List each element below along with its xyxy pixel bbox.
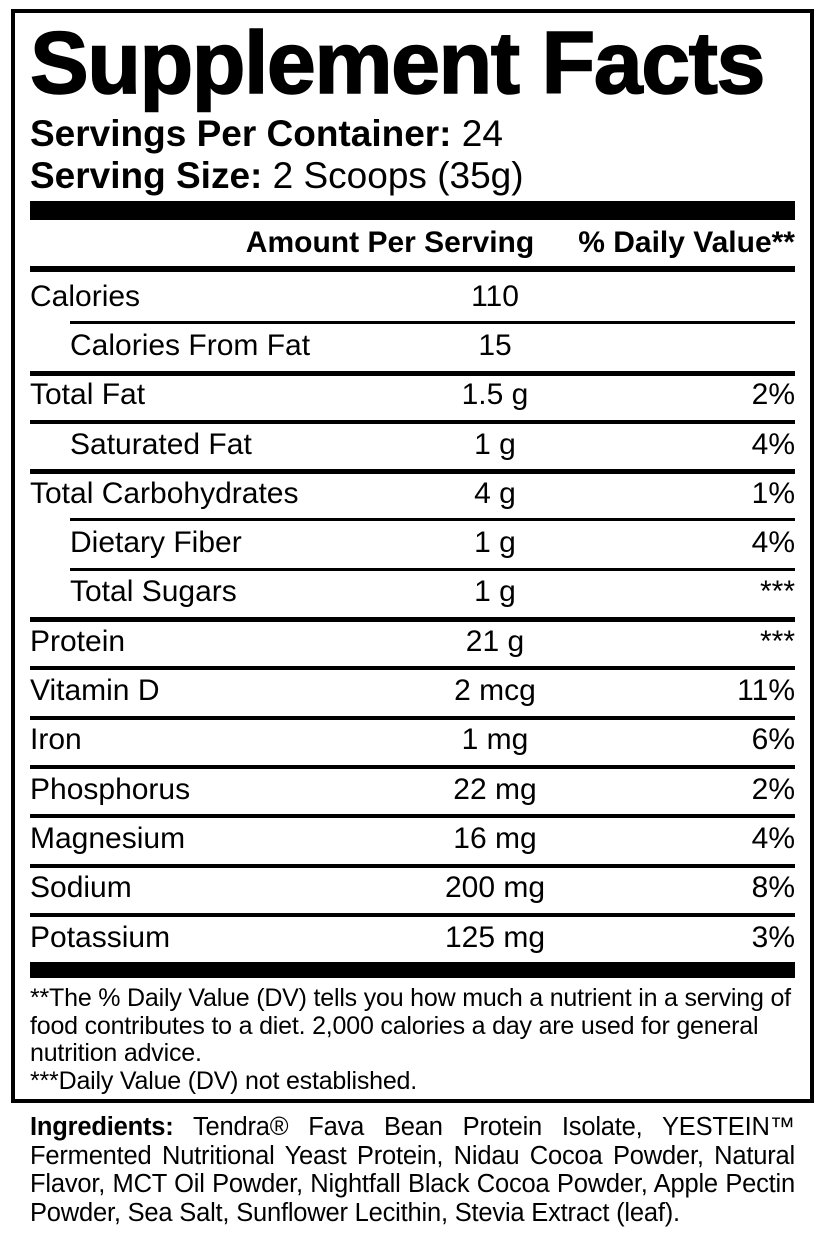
serving-size-label: Serving Size: (30, 155, 263, 196)
nutrient-name: Potassium (30, 920, 171, 954)
nutrient-name: Sodium (30, 871, 132, 905)
table-row: Dietary Fiber 1 g 4% (30, 518, 795, 567)
row-divider (30, 715, 795, 720)
supplement-facts-panel: Supplement Facts Servings Per Container:… (11, 9, 814, 1103)
nutrient-name: Iron (30, 723, 82, 757)
nutrient-name: Vitamin D (30, 674, 160, 708)
ingredients-paragraph: Ingredients: Tendra® Fava Bean Protein I… (30, 1113, 795, 1227)
table-row: Calories 110 (30, 272, 795, 321)
nutrient-name: Total Fat (30, 378, 146, 412)
serving-size-value: 2 Scoops (35g) (272, 155, 524, 196)
nutrient-daily-value: 6% (751, 723, 795, 757)
row-divider (70, 567, 795, 571)
nutrient-name: Dietary Fiber (70, 526, 242, 560)
servings-per-container: Servings Per Container: 24 (30, 113, 795, 155)
table-row: Phosphorus 22 mg 2% (30, 764, 795, 814)
column-header-amount: Amount Per Serving (245, 226, 535, 259)
nutrient-daily-value: 4% (751, 526, 795, 560)
nutrient-name: Phosphorus (30, 772, 191, 806)
row-divider (70, 518, 795, 522)
table-row: Saturated Fat 1 g 4% (30, 419, 795, 469)
row-divider (30, 764, 795, 769)
nutrient-daily-value: *** (759, 575, 795, 609)
row-divider (30, 469, 795, 475)
ingredients-label: Ingredients: (30, 1113, 174, 1141)
nutrient-daily-value: *** (759, 624, 795, 658)
row-divider (30, 370, 795, 376)
row-divider (30, 814, 795, 819)
table-row: Total Fat 1.5 g 2% (30, 370, 795, 420)
ingredients-text: Tendra® Fava Bean Protein Isolate, YESTE… (30, 1113, 795, 1227)
nutrient-name: Calories From Fat (70, 328, 311, 362)
nutrient-name: Calories (30, 279, 141, 313)
daily-value-footnote: **The % Daily Value (DV) tells you how m… (30, 984, 791, 1068)
table-row: Total Carbohydrates 4 g 1% (30, 469, 795, 518)
table-row: Calories From Fat 15 (30, 321, 795, 370)
servings-per-container-label: Servings Per Container: (30, 113, 452, 154)
nutrient-name: Total Sugars (70, 575, 237, 609)
nutrient-amount: 22 mg (453, 772, 537, 806)
nutrient-amount: 1 mg (461, 723, 529, 757)
nutrient-daily-value: 4% (751, 821, 795, 855)
nutrient-amount: 1 g (474, 427, 516, 461)
nutrient-amount: 125 mg (444, 920, 546, 954)
nutrient-daily-value: 4% (751, 427, 795, 461)
separator-bar-bottom (30, 962, 795, 979)
column-header-daily-value: % Daily Value** (578, 226, 795, 259)
nutrient-amount: 200 mg (444, 871, 546, 905)
nutrient-table: Calories 110 Calories From Fat 15 Total Fat 1… (30, 272, 795, 962)
table-header-row: Amount Per Serving % Daily Value** (30, 220, 795, 266)
nutrient-amount: 15 (478, 328, 512, 362)
nutrient-daily-value: 2% (751, 378, 795, 412)
nutrient-amount: 110 (471, 279, 519, 313)
nutrient-name: Protein (30, 624, 126, 658)
separator-bar-top (30, 201, 795, 220)
row-divider (30, 912, 795, 917)
nutrient-daily-value: 3% (751, 920, 795, 954)
table-row: Sodium 200 mg 8% (30, 863, 795, 913)
nutrient-daily-value: 11% (737, 674, 795, 708)
row-divider (30, 666, 795, 671)
nutrient-name: Magnesium (30, 821, 186, 855)
nutrient-daily-value: 2% (751, 772, 795, 806)
nutrient-amount: 1 g (474, 575, 516, 609)
table-row: Vitamin D 2 mcg 11% (30, 666, 795, 715)
nutrient-daily-value: 8% (751, 871, 795, 905)
nutrient-amount: 1 g (474, 526, 516, 560)
not-established-footnote: ***Daily Value (DV) not established. (30, 1066, 417, 1095)
nutrient-daily-value: 1% (751, 476, 795, 510)
table-row: Protein 21 g *** (30, 617, 795, 666)
row-divider (70, 321, 795, 325)
row-divider (30, 419, 795, 424)
table-row: Iron 1 mg 6% (30, 715, 795, 765)
table-row: Total Sugars 1 g *** (30, 567, 795, 617)
row-divider (30, 863, 795, 868)
serving-size: Serving Size: 2 Scoops (35g) (30, 155, 795, 197)
nutrient-amount: 21 g (465, 624, 525, 658)
panel-title: Supplement Facts (29, 12, 766, 113)
nutrient-name: Saturated Fat (70, 427, 252, 461)
table-row: Potassium 125 mg 3% (30, 912, 795, 962)
header-rule (30, 266, 795, 272)
nutrient-amount: 16 mg (453, 821, 537, 855)
nutrient-amount: 2 mcg (454, 674, 536, 708)
nutrient-amount: 1.5 g (461, 378, 529, 412)
servings-per-container-value: 24 (461, 113, 503, 154)
table-row: Magnesium 16 mg 4% (30, 814, 795, 863)
nutrient-name: Total Carbohydrates (30, 476, 299, 510)
nutrient-amount: 4 g (474, 476, 516, 510)
row-divider (30, 617, 795, 623)
